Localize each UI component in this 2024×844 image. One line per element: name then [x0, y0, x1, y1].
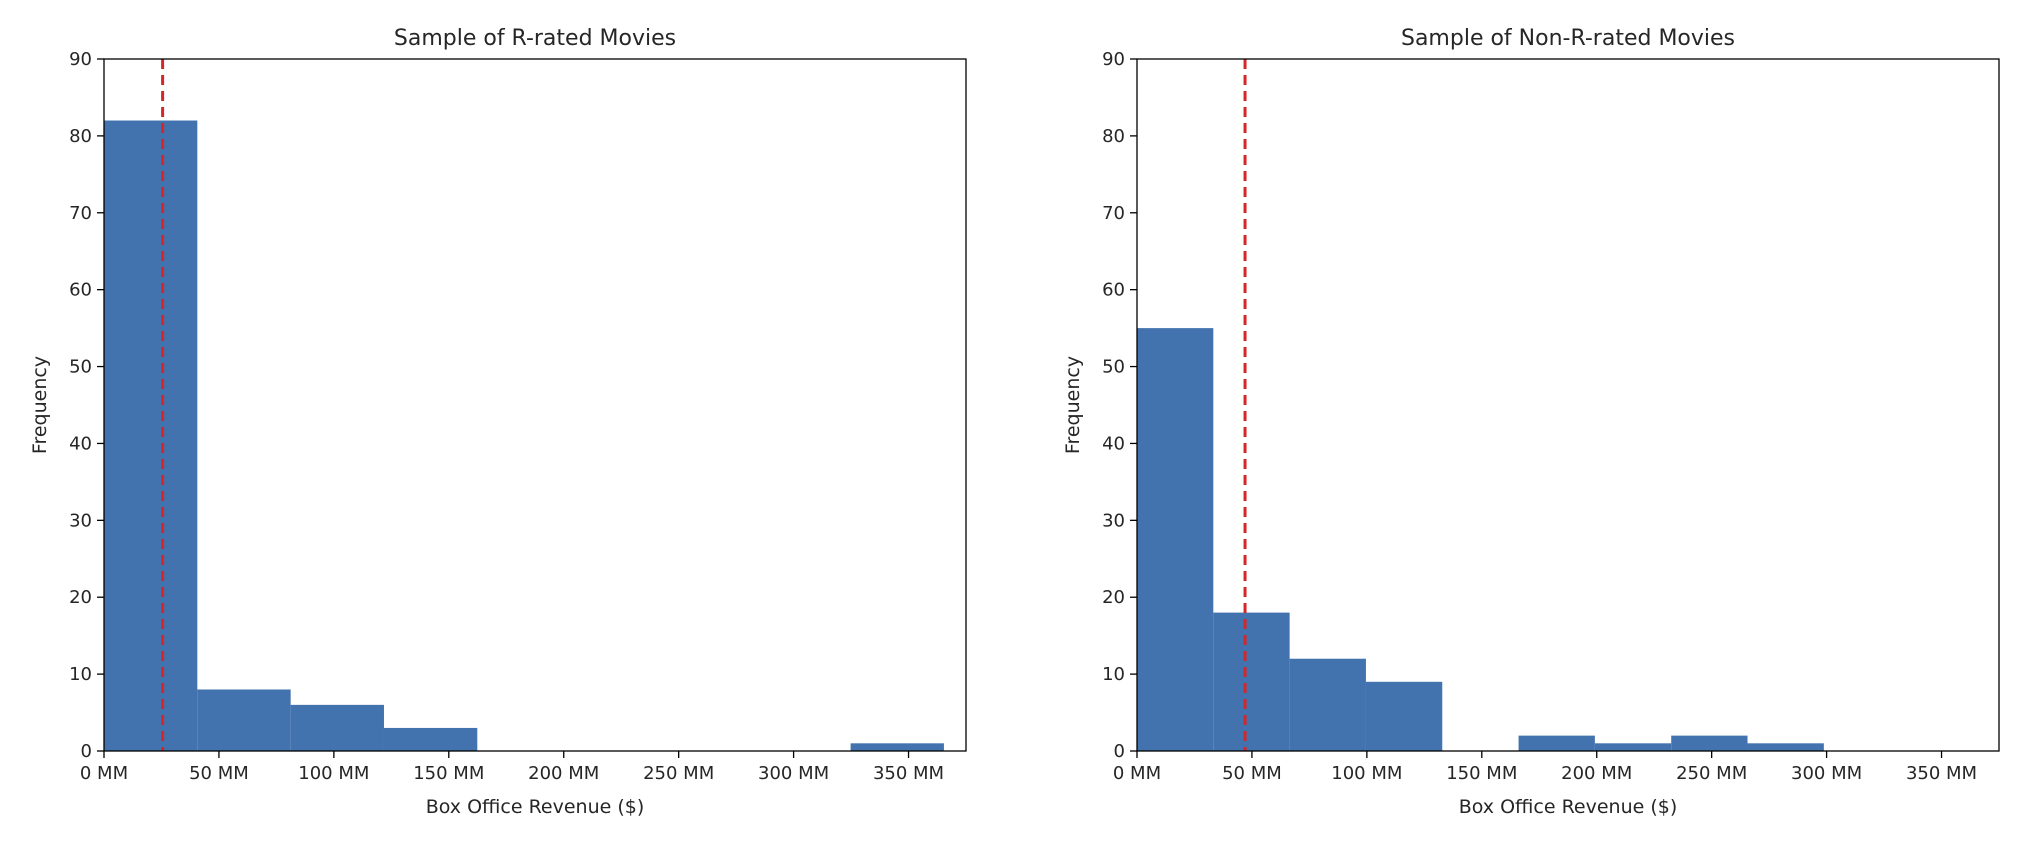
y-tick-label: 90: [69, 49, 92, 70]
x-tick-label: 0 MM: [80, 763, 128, 784]
y-tick-label: 0: [1114, 741, 1125, 762]
histogram-bar: [1213, 612, 1290, 751]
histogram-bar: [1137, 328, 1214, 751]
y-tick-label: 30: [1102, 510, 1125, 531]
y-tick-label: 0: [81, 741, 92, 762]
histogram-bar: [197, 689, 291, 751]
histogram-bar: [1365, 681, 1443, 751]
y-axis-label: Frequency: [29, 356, 51, 454]
y-tick-label: 60: [69, 280, 92, 301]
chart-title: Sample of R-rated Movies: [394, 26, 676, 51]
x-tick-label: 250 MM: [643, 763, 714, 784]
x-tick-label: 250 MM: [1676, 763, 1747, 784]
histogram-bar: [1594, 743, 1672, 751]
y-tick-label: 10: [69, 664, 92, 685]
x-tick-label: 100 MM: [298, 763, 369, 784]
y-tick-label: 40: [1102, 433, 1125, 454]
y-tick-label: 10: [1102, 664, 1125, 685]
histogram-r-rated: 0 10 20 30 40 50 60 70 80 90 0 MM 50 MM 100 MM 150 MM…: [29, 26, 967, 818]
x-tick-label: 200 MM: [1561, 763, 1632, 784]
y-tick-label: 70: [1102, 203, 1125, 224]
x-tick-label: 200 MM: [528, 763, 599, 784]
plot-frame: [103, 58, 967, 752]
x-tick-label: 350 MM: [1906, 763, 1977, 784]
histogram-bar: [1671, 735, 1748, 751]
x-axis-label: Box Office Revenue ($): [1459, 796, 1678, 818]
histogram-bar: [1518, 735, 1595, 751]
histogram-bar: [850, 743, 944, 751]
y-tick-label: 70: [69, 203, 92, 224]
y-tick-label: 80: [69, 126, 92, 147]
x-tick-label: 50 MM: [189, 763, 249, 784]
x-tick-label: 350 MM: [873, 763, 944, 784]
x-tick-label: 0 MM: [1113, 763, 1161, 784]
histogram-bar: [383, 727, 478, 751]
y-tick-label: 80: [1102, 126, 1125, 147]
y-tick-label: 30: [69, 510, 92, 531]
x-axis-label: Box Office Revenue ($): [426, 796, 645, 818]
y-tick-label: 50: [69, 357, 92, 378]
histogram-bar: [1747, 743, 1824, 751]
histogram-bar: [104, 120, 198, 751]
y-tick-label: 20: [69, 587, 92, 608]
x-tick-label: 300 MM: [1791, 763, 1862, 784]
y-tick-label: 60: [1102, 280, 1125, 301]
y-axis-label: Frequency: [1062, 356, 1084, 454]
x-tick-label: 300 MM: [758, 763, 829, 784]
x-tick-label: 150 MM: [1446, 763, 1517, 784]
y-tick-label: 90: [1102, 49, 1125, 70]
x-tick-label: 150 MM: [413, 763, 484, 784]
y-tick-label: 20: [1102, 587, 1125, 608]
x-tick-label: 100 MM: [1331, 763, 1402, 784]
histogram-non-r-rated: 0 10 20 30 40 50 60 70 80 90 0 MM 50 MM 100 MM 150 MM…: [1062, 26, 2000, 818]
y-tick-label: 40: [69, 433, 92, 454]
histogram-bar: [1289, 658, 1366, 751]
x-tick-label: 50 MM: [1222, 763, 1282, 784]
y-tick-label: 50: [1102, 357, 1125, 378]
histogram-bar: [290, 704, 384, 751]
chart-title: Sample of Non-R-rated Movies: [1401, 26, 1735, 51]
plot-frame: [1136, 58, 2000, 752]
